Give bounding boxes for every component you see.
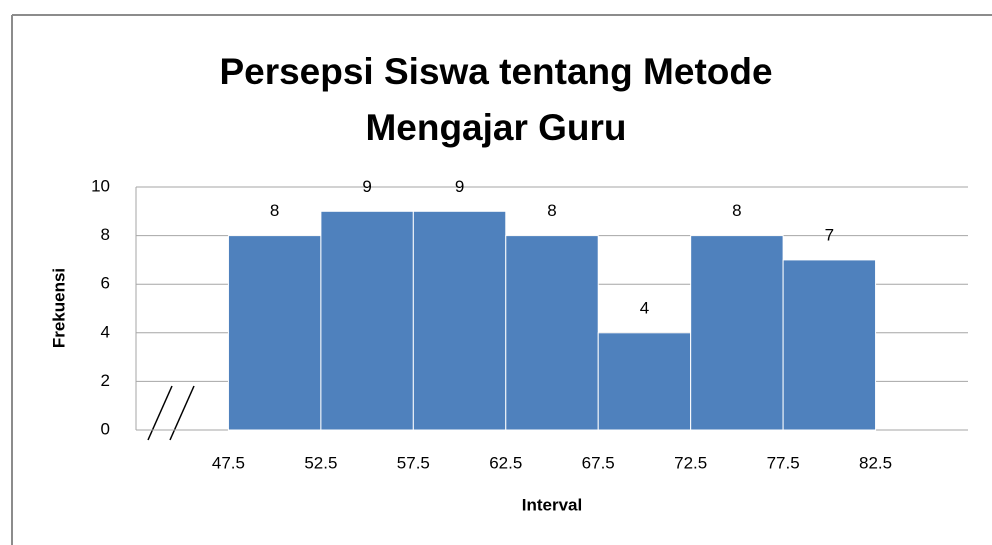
x-tick-label: 62.5 [489, 453, 522, 472]
bar [690, 235, 784, 431]
data-label: 9 [362, 177, 371, 196]
bar [320, 210, 414, 431]
x-tick-label: 77.5 [767, 453, 800, 472]
x-tick-label: 52.5 [304, 453, 337, 472]
y-tick-label: 6 [101, 274, 110, 293]
bar [505, 235, 599, 431]
axis-break [147, 385, 173, 441]
x-tick-label: 72.5 [674, 453, 707, 472]
bar [412, 210, 507, 431]
y-tick-label: 10 [91, 176, 110, 195]
y-tick-label: 4 [101, 322, 110, 341]
bar [782, 259, 877, 431]
y-tick-label: 0 [101, 419, 110, 438]
data-label: 8 [270, 201, 279, 220]
data-label: 7 [825, 225, 834, 244]
x-tick-label: 57.5 [397, 453, 430, 472]
bar [227, 235, 322, 431]
x-axis-label: Interval [522, 495, 582, 514]
data-label: 8 [732, 201, 741, 220]
x-tick-label: 67.5 [582, 453, 615, 472]
data-label: 8 [547, 201, 556, 220]
y-tick-label: 2 [101, 371, 110, 390]
axis-break [169, 385, 195, 441]
y-axis-label: Frekuensi [49, 268, 68, 348]
y-tick-label: 8 [101, 225, 110, 244]
x-tick-label: 47.5 [212, 453, 245, 472]
data-label: 9 [455, 177, 464, 196]
bar [597, 332, 692, 431]
data-label: 4 [640, 298, 649, 317]
chart-title: Persepsi Siswa tentang Metode Mengajar G… [219, 51, 773, 148]
x-tick-label: 82.5 [859, 453, 892, 472]
